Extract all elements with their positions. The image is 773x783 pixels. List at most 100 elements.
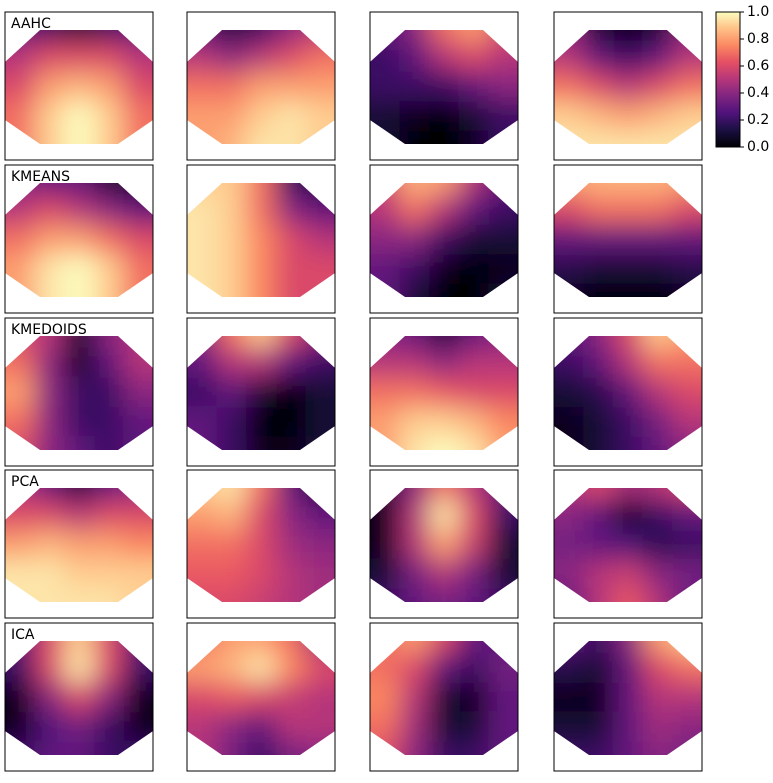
colorbar-tick-label: 0.0 (747, 139, 769, 155)
heat-cell (305, 436, 335, 450)
heat-cell (216, 558, 248, 590)
heat-cell (246, 30, 277, 43)
heat-cell (216, 641, 248, 654)
row-label: PCA (11, 474, 39, 490)
heat-cell (246, 588, 277, 602)
panel-frame (553, 11, 703, 161)
heat-cell (613, 130, 644, 144)
heat-cell (488, 406, 518, 438)
heat-cell (187, 377, 218, 408)
heat-cell (5, 682, 36, 713)
heat-cell (458, 641, 490, 654)
heat-cell (34, 558, 66, 590)
heat-cell (642, 682, 674, 713)
heat-cell (429, 30, 460, 43)
heat-cell (613, 558, 644, 590)
heat-cell (93, 130, 125, 144)
heat-cell (458, 183, 490, 196)
heat-cell (613, 641, 644, 654)
heat-cell (275, 283, 307, 297)
heat-cell (583, 336, 615, 349)
heat-cell (246, 682, 277, 713)
panel-frame (369, 469, 519, 619)
heat-cell (613, 100, 644, 132)
panel-frame (553, 469, 703, 619)
heat-cell (123, 711, 153, 743)
heat-cell (64, 377, 95, 408)
heat-cell (399, 406, 431, 438)
heat-cell (399, 30, 431, 43)
heat-cell (458, 652, 490, 684)
heat-cell (34, 71, 66, 102)
heat-cell (246, 130, 277, 144)
heat-cell (123, 71, 153, 102)
heat-cell (187, 529, 218, 560)
heat-cell (216, 436, 248, 450)
heat-cell (34, 711, 66, 743)
heat-cell (275, 588, 307, 602)
heat-cell (458, 100, 490, 132)
heat-cell (187, 224, 218, 255)
heat-cell (672, 558, 702, 590)
heat-cell (246, 194, 277, 226)
heat-cell (583, 588, 615, 602)
heat-cell (216, 588, 248, 602)
heat-cell (642, 741, 674, 755)
heat-cell (216, 406, 248, 438)
heat-cell (429, 71, 460, 102)
heat-cell (613, 682, 644, 713)
heat-cell (34, 641, 66, 654)
heat-cell (399, 283, 431, 297)
heat-cell (275, 682, 307, 713)
panel-frame (553, 317, 703, 467)
heat-cell (642, 100, 674, 132)
colorbar-tick-label: 1.0 (747, 4, 769, 20)
heat-cell (583, 682, 615, 713)
row-label: KMEANS (11, 169, 70, 185)
heat-cell (123, 347, 153, 379)
heat-cell (93, 224, 125, 255)
heat-cell (399, 347, 431, 379)
heat-cell (305, 100, 335, 132)
heat-cell (399, 488, 431, 501)
panel-frame (186, 469, 336, 619)
heat-cell (642, 347, 674, 379)
heat-cell (34, 529, 66, 560)
heat-cell (93, 100, 125, 132)
heat-cell (216, 71, 248, 102)
heat-cell (123, 100, 153, 132)
heat-cell (64, 41, 95, 73)
heat-cell (246, 558, 277, 590)
heat-cell (642, 641, 674, 654)
heat-cell (429, 253, 460, 285)
heat-cell (672, 283, 702, 297)
heat-cell (64, 130, 95, 144)
heat-cell (34, 682, 66, 713)
heat-cell (488, 652, 518, 684)
heat-cell (554, 224, 585, 255)
heat-cell (216, 711, 248, 743)
heat-cell (399, 436, 431, 450)
heat-cell (399, 130, 431, 144)
heat-cell (305, 588, 335, 602)
heat-cell (123, 253, 153, 285)
heat-cell (642, 488, 674, 501)
heat-cell (429, 100, 460, 132)
heat-cell (399, 741, 431, 755)
heat-cell (34, 377, 66, 408)
heat-cell (64, 283, 95, 297)
heat-cell (429, 336, 460, 349)
heat-cell (429, 499, 460, 531)
heat-cell (613, 183, 644, 196)
heat-cell (64, 347, 95, 379)
heat-cell (93, 406, 125, 438)
heat-cell (64, 529, 95, 560)
heat-cell (34, 41, 66, 73)
row-label: AAHC (11, 16, 51, 32)
heat-cell (613, 30, 644, 43)
heat-cell (216, 741, 248, 755)
panel-frame (4, 164, 154, 314)
heat-cell (488, 711, 518, 743)
heat-cell (488, 377, 518, 408)
heat-cell (613, 336, 644, 349)
